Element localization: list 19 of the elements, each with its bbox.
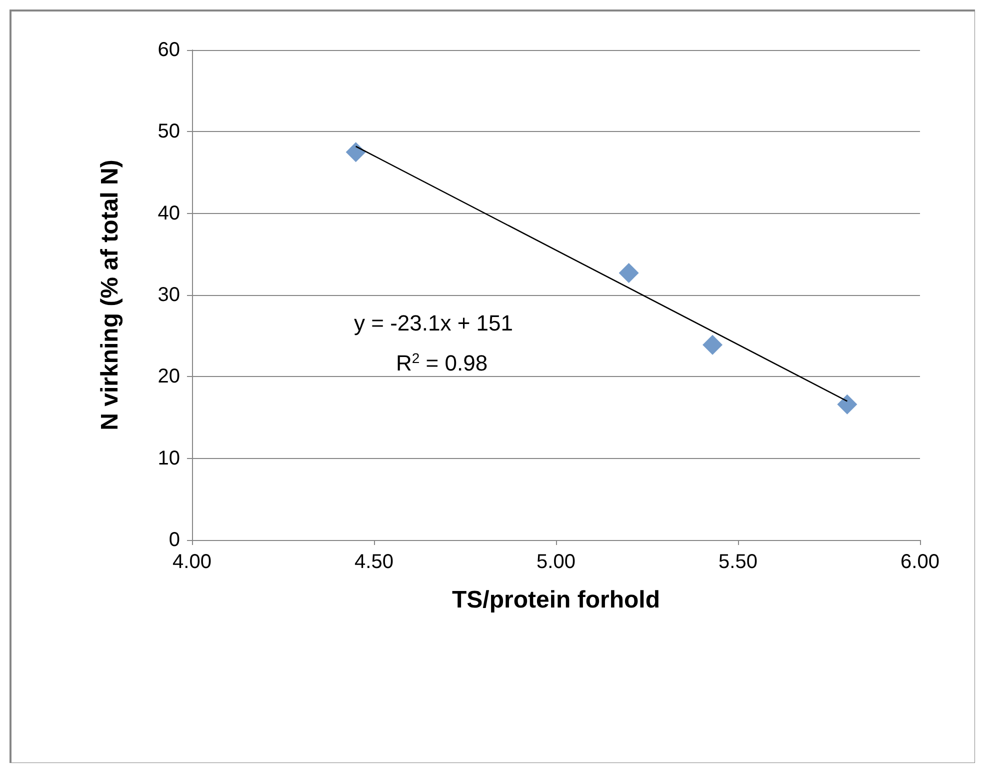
y-tick-label: 10 bbox=[158, 447, 180, 470]
y-tick-label: 30 bbox=[158, 284, 180, 306]
y-axis-title: N virkning (% af total N) bbox=[96, 160, 124, 430]
x-tick-label: 6.00 bbox=[900, 551, 940, 573]
point bbox=[702, 334, 723, 355]
point bbox=[618, 262, 639, 283]
x-tick-label: 5.00 bbox=[536, 551, 576, 573]
y-tick-label: 60 bbox=[158, 39, 180, 61]
y-tick-label: 20 bbox=[158, 366, 180, 388]
x-axis-title: TS/protein forhold bbox=[452, 586, 660, 614]
point bbox=[346, 142, 366, 162]
x-tick-label: 4.50 bbox=[354, 551, 394, 573]
y-tick-label: 0 bbox=[168, 529, 180, 551]
y-tick-label: 40 bbox=[158, 202, 180, 224]
x-tick-label: 4.00 bbox=[172, 551, 212, 573]
point bbox=[837, 394, 858, 414]
annotation: y = -23.1x + 151 bbox=[354, 310, 513, 336]
x-tick-label: 5.50 bbox=[718, 551, 758, 573]
y-tick-label: 50 bbox=[158, 120, 180, 143]
